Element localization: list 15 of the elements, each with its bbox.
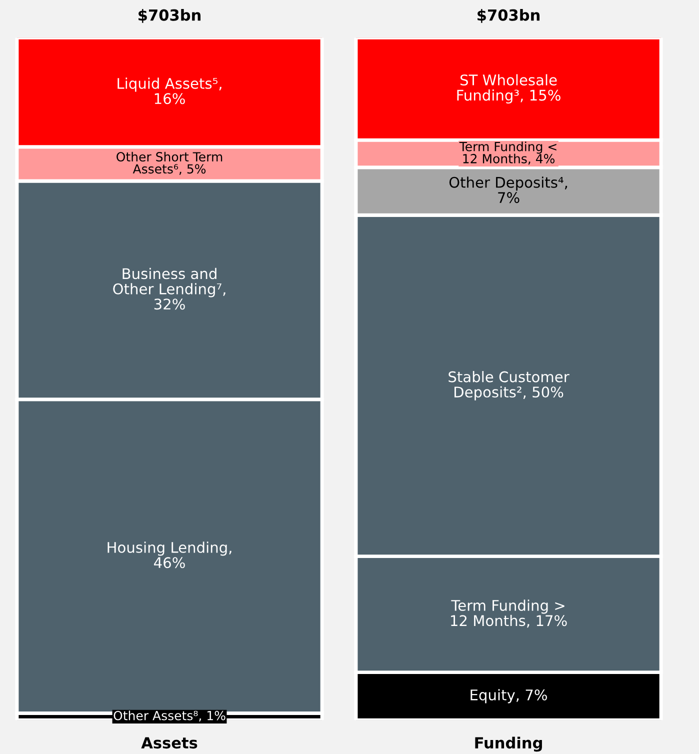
data-label: Other Short Term Assets⁶, 5% [116, 152, 222, 175]
annotation: $703bn [138, 9, 200, 23]
x-tick-label: Funding [475, 736, 542, 752]
x-tick-label: Assets [141, 737, 198, 749]
data-label: Business and Other Lending⁷, 32% [113, 268, 226, 310]
data-label: Stable Customer Deposits², 50% [448, 371, 570, 400]
data-label: Other Assets⁸, 1% [114, 710, 226, 722]
data-label: Equity, 7% [470, 689, 547, 704]
data-label: Housing Lending, 46% [108, 542, 232, 568]
data-label: ST Wholesale Funding³, 15% [457, 74, 560, 104]
data-label: Term Funding < 12 Months, 4% [459, 142, 556, 165]
data-label: Other Deposits⁴, 7% [449, 176, 568, 204]
annotation: $703bn [478, 9, 540, 23]
data-label: Term Funding > 12 Months, 17% [451, 600, 567, 628]
data-label: Liquid Assets⁵, 16% [118, 78, 222, 104]
